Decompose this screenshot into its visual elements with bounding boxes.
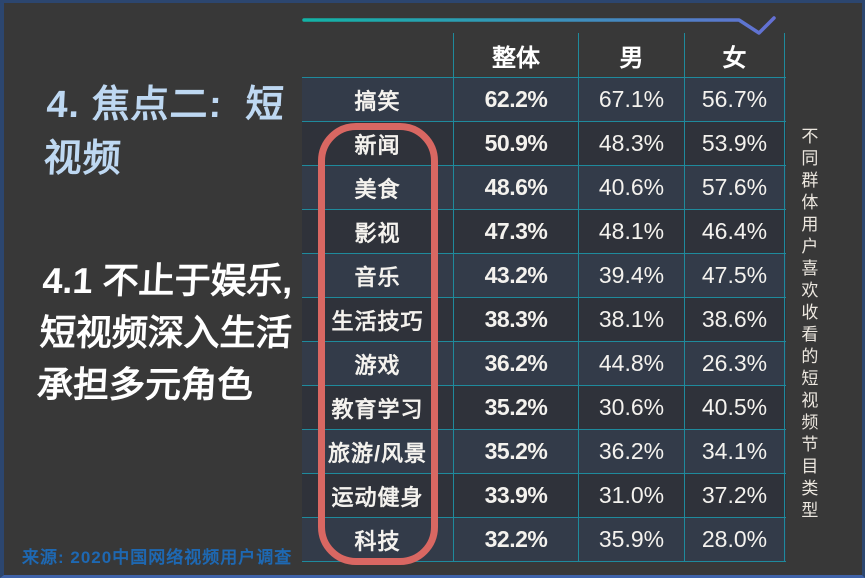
value-cell-overall: 47.3% [454, 210, 579, 253]
table-row: 美食 48.6% 40.6% 57.6% [302, 166, 786, 210]
value-cell-overall: 43.2% [454, 254, 579, 297]
value-cell-overall: 32.2% [454, 518, 579, 561]
table-row: 游戏 36.2% 44.8% 26.3% [302, 342, 786, 386]
value-cell-female: 26.3% [685, 342, 785, 385]
table-row: 运动健身 33.9% 31.0% 37.2% [302, 474, 786, 518]
table-row: 影视 47.3% 48.1% 46.4% [302, 210, 786, 254]
value-cell-female: 46.4% [685, 210, 785, 253]
text-line: 4. 焦点二: 短 [45, 84, 286, 126]
checkmark-line-end [302, 16, 776, 35]
table-row: 搞笑 62.2% 67.1% 56.7% [302, 78, 786, 122]
category-cell: 教育学习 [302, 386, 454, 429]
value-cell-overall: 33.9% [454, 474, 579, 517]
table-row: 科技 32.2% 35.9% 28.0% [302, 518, 786, 562]
column-header-male: 男 [579, 33, 685, 77]
category-cell: 新闻 [302, 122, 454, 165]
value-cell-overall: 50.9% [454, 122, 579, 165]
section-title: 4. 焦点二: 短视频 [42, 79, 308, 187]
value-cell-overall: 35.2% [454, 386, 579, 429]
value-cell-overall: 48.6% [454, 166, 579, 209]
gradient-accent-line [302, 16, 776, 35]
value-cell-male: 39.4% [579, 254, 685, 297]
text-line: 视频 [42, 137, 123, 180]
table-row: 教育学习 35.2% 30.6% 40.5% [302, 386, 786, 430]
category-cell: 搞笑 [302, 78, 454, 121]
value-cell-male: 36.2% [579, 430, 685, 473]
category-cell: 生活技巧 [302, 298, 454, 341]
subtitle: 4.1 不止于娱乐, 短视频深入生活 承担多元角色 [36, 255, 314, 412]
value-cell-female: 57.6% [685, 166, 785, 209]
value-cell-female: 47.5% [685, 254, 785, 297]
source-note: 来源: 2020中国网络视频用户调查 [22, 548, 293, 567]
value-cell-overall: 35.2% [454, 430, 579, 473]
value-cell-male: 67.1% [579, 78, 685, 121]
category-cell: 影视 [302, 210, 454, 253]
preference-table: 整体 男 女 搞笑 62.2% 67.1% 56.7% 新闻 50.9% 48.3% 53.9… [302, 33, 786, 562]
value-cell-overall: 38.3% [454, 298, 579, 341]
value-cell-male: 38.1% [579, 298, 685, 341]
value-cell-female: 28.0% [685, 518, 785, 561]
value-cell-overall: 62.2% [454, 78, 579, 121]
category-cell: 旅游/风景 [302, 430, 454, 473]
value-cell-female: 38.6% [685, 298, 785, 341]
value-cell-female: 40.5% [685, 386, 785, 429]
value-cell-male: 48.1% [579, 210, 685, 253]
side-caption: 不同群体用户喜欢收看的短视频节目类型 [798, 127, 818, 523]
value-cell-female: 56.7% [685, 78, 785, 121]
column-header-overall: 整体 [454, 33, 579, 77]
table-row: 新闻 50.9% 48.3% 53.9% [302, 122, 786, 166]
text-line: 承担多元角色 [36, 364, 255, 406]
value-cell-female: 53.9% [685, 122, 785, 165]
value-cell-male: 31.0% [579, 474, 685, 517]
value-cell-male: 48.3% [579, 122, 685, 165]
category-cell: 美食 [302, 166, 454, 209]
table-header-row: 整体 男 女 [302, 33, 786, 78]
category-cell: 运动健身 [302, 474, 454, 517]
column-header-category [302, 33, 454, 77]
value-cell-female: 34.1% [685, 430, 785, 473]
text-line: 4.1 不止于娱乐, [41, 260, 294, 301]
value-cell-female: 37.2% [685, 474, 785, 517]
category-cell: 科技 [302, 518, 454, 561]
table-row: 生活技巧 38.3% 38.1% 38.6% [302, 298, 786, 342]
table-row: 音乐 43.2% 39.4% 47.5% [302, 254, 786, 298]
value-cell-male: 40.6% [579, 166, 685, 209]
value-cell-male: 44.8% [579, 342, 685, 385]
category-cell: 游戏 [302, 342, 454, 385]
category-cell: 音乐 [302, 254, 454, 297]
value-cell-male: 30.6% [579, 386, 685, 429]
text-line: 短视频深入生活 [38, 312, 294, 354]
table-body: 搞笑 62.2% 67.1% 56.7% 新闻 50.9% 48.3% 53.9% 美食 48.6… [302, 78, 786, 562]
value-cell-overall: 36.2% [454, 342, 579, 385]
value-cell-male: 35.9% [579, 518, 685, 561]
column-header-female: 女 [685, 33, 785, 77]
table-row: 旅游/风景 35.2% 36.2% 34.1% [302, 430, 786, 474]
